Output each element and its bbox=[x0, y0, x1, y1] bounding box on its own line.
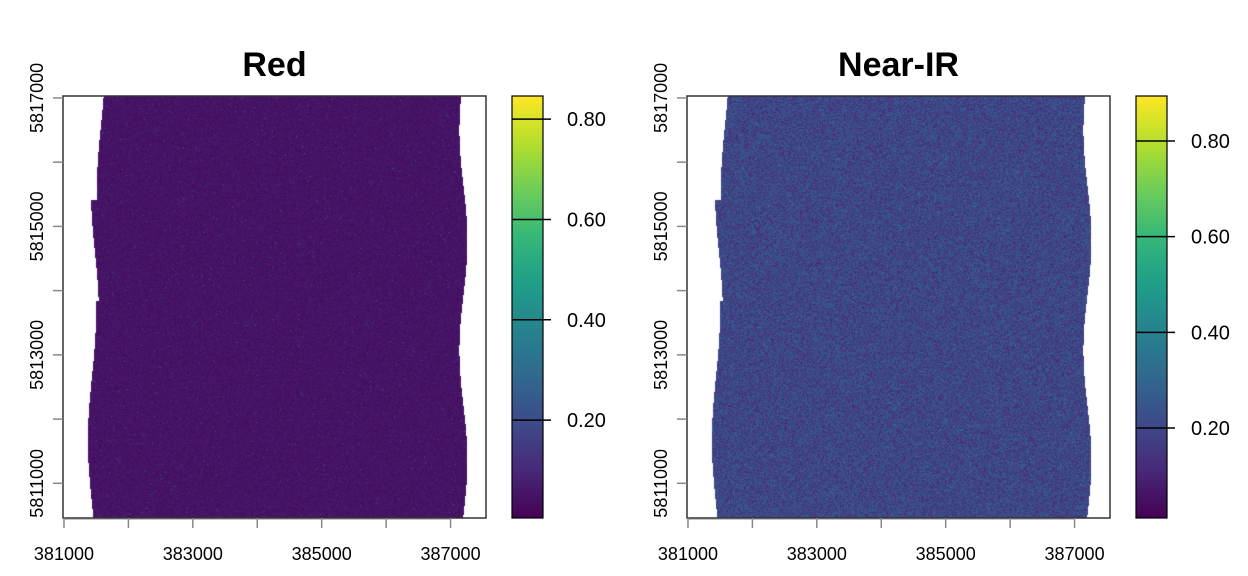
x-tick-label: 381000 bbox=[658, 544, 718, 564]
y-tick-label: 5815000 bbox=[27, 191, 47, 261]
red-band-panel: Red 381000 383000 385000 387000 5811000 581300… bbox=[0, 0, 624, 576]
colorbar bbox=[511, 95, 544, 519]
y-tick-label: 5817000 bbox=[651, 63, 671, 133]
y-tick-label: 5813000 bbox=[651, 320, 671, 390]
nir-band-panel: Near-IR 381000 383000 385000 387000 5811000 58… bbox=[624, 0, 1248, 576]
x-tick-label: 383000 bbox=[163, 544, 223, 564]
colorbar-tick-label: 0.20 bbox=[1191, 418, 1230, 440]
plot-frame bbox=[62, 95, 487, 519]
y-tick-label: 5811000 bbox=[651, 449, 671, 518]
colorbar-tick-label: 0.80 bbox=[1191, 131, 1230, 153]
colorbar-tick-label: 0.80 bbox=[567, 109, 606, 131]
colorbar bbox=[1135, 95, 1168, 519]
colorbar-tick-label: 0.40 bbox=[1191, 322, 1230, 344]
y-tick-label: 5817000 bbox=[27, 63, 47, 133]
y-tick-label: 5815000 bbox=[651, 191, 671, 261]
chart-title: Red bbox=[242, 46, 306, 84]
x-tick-label: 387000 bbox=[421, 544, 481, 564]
colorbar-tick-label: 0.40 bbox=[567, 310, 606, 332]
x-tick-label: 381000 bbox=[34, 544, 94, 564]
colorbar-tick-label: 0.60 bbox=[567, 209, 606, 231]
nir-plot-axes: Near-IR 381000 383000 385000 387000 5811000 58… bbox=[651, 46, 1230, 564]
colorbar-tick-label: 0.20 bbox=[567, 410, 606, 432]
x-tick-label: 385000 bbox=[292, 544, 352, 564]
y-tick-label: 5811000 bbox=[27, 449, 47, 518]
plot-frame bbox=[686, 95, 1111, 519]
y-tick-label: 5813000 bbox=[27, 320, 47, 390]
x-tick-label: 387000 bbox=[1045, 544, 1105, 564]
colorbar-tick-label: 0.60 bbox=[1191, 227, 1230, 249]
x-tick-label: 383000 bbox=[787, 544, 847, 564]
chart-title: Near-IR bbox=[838, 46, 959, 84]
x-tick-label: 385000 bbox=[916, 544, 976, 564]
red-plot-axes: Red 381000 383000 385000 387000 5811000 581300… bbox=[27, 46, 606, 564]
